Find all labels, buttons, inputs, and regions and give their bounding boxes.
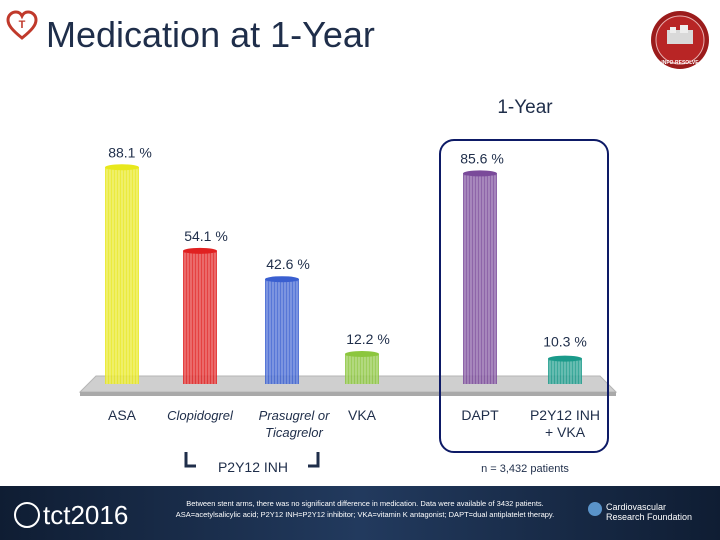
bar-chart: 88.1 % ASA 54.1 % Clopidogrel 42.6 % Prasugre… [78,97,618,475]
crf-logo-icon [588,502,602,516]
footer-logo-text: tct2016 [43,500,129,530]
category-label-3: Prasugrel or Ticagrelor [259,408,330,440]
crf-line-2: Research Foundation [606,512,693,522]
category-label-5: DAPT [461,407,499,423]
dapt-highlight-box [439,139,609,453]
seal-logo-icon [651,11,709,69]
group-label: P2Y12 INH [218,459,288,475]
bar-4 [345,350,379,384]
p2y12-bracket [184,452,320,468]
chart-title: 1-Year [497,97,553,118]
heart-logo-icon: T [6,10,38,40]
seal-text: INFO-RESOLVE [661,60,699,66]
page-title: Medication at 1-Year [46,14,375,55]
bar-6 [548,355,582,384]
category-label-4: VKA [348,407,377,423]
crf-line-1: Cardiovascular [606,502,667,512]
footer-note-line-1: Between stent arms, there was no signifi… [186,499,544,508]
footer-note: Between stent arms, there was no signifi… [150,498,580,520]
crf-logo: Cardiovascular Research Foundation [606,502,692,522]
bar-2 [183,247,217,384]
value-label-1: 88.1 % [108,144,152,160]
highlight-note: n = 3,432 patients [481,463,569,475]
bar-5 [463,170,497,384]
bar-3 [265,276,299,384]
bar-1 [105,164,139,384]
category-label-6: P2Y12 INH + VKA [530,407,600,440]
value-label-2: 54.1 % [184,228,228,244]
footer-logo: tct2016 [14,500,128,531]
value-label-4: 12.2 % [346,331,390,347]
footer: tct2016 Between stent arms, there was no… [0,486,720,540]
category-label-1: ASA [108,407,137,423]
value-label-5: 85.6 % [460,150,504,166]
category-label-2: Clopidogrel [167,408,234,423]
tct-logo-icon [14,502,40,528]
footer-note-line-2: ASA=acetylsalicylic acid; P2Y12 INH=P2Y1… [175,510,555,519]
svg-text:T: T [19,19,26,31]
value-label-6: 10.3 % [543,334,587,350]
value-label-3: 42.6 % [266,256,310,272]
